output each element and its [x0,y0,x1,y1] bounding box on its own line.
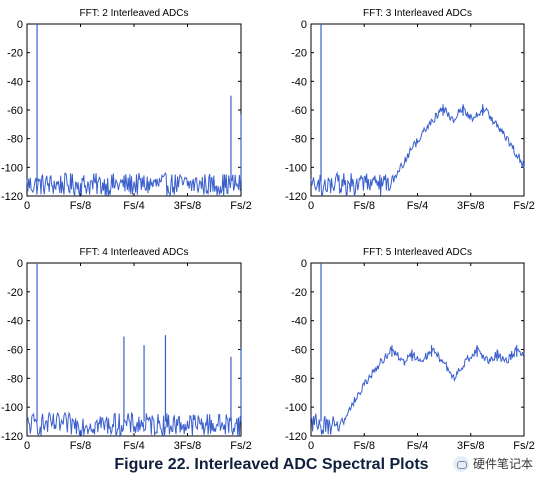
x-tick-label: Fs/8 [354,200,375,212]
spectrum-trace [26,172,242,197]
x-tick-label: 0 [308,440,314,452]
y-tick-label: -80 [7,373,23,385]
x-tick-label: 0 [24,440,30,452]
y-tick-label: -80 [291,373,307,385]
spectrum-trace [310,346,525,435]
x-tick-label: 0 [24,200,30,212]
y-tick-label: 0 [17,258,23,270]
y-tick-label: -20 [291,48,307,60]
chart-title: FFT: 5 Interleaved ADCs [363,247,472,258]
x-tick-label: Fs/2 [230,200,251,212]
y-tick-label: -40 [7,316,23,328]
plot-frame [26,262,242,437]
x-tick-label: Fs/4 [123,440,144,452]
chart-title: FFT: 3 Interleaved ADCs [363,8,472,19]
y-tick-label: -40 [7,76,23,88]
x-tick-label: 3Fs/8 [174,200,202,212]
y-tick-label: -100 [1,162,23,174]
watermark-text: 硬件笔记本 [472,457,533,471]
y-tick-label: -20 [7,48,23,60]
x-tick-label: 3Fs/8 [457,200,485,212]
y-tick-label: -60 [291,345,307,357]
y-tick-label: -80 [7,134,23,146]
y-tick-label: -120 [285,191,307,203]
y-tick-label: -60 [7,105,23,117]
chart-panel-4: FFT: 5 Interleaved ADCs 0 -20 -40 -60 -80 -100… [285,247,535,452]
plot-frame [26,23,242,197]
y-tick-label: -80 [291,134,307,146]
x-tick-label: 0 [308,200,314,212]
x-tick-label: Fs/2 [230,440,251,452]
x-tick-label: Fs/2 [513,200,534,212]
x-tick-label: Fs/8 [70,440,91,452]
chat-bubble-icon [452,455,469,472]
y-tick-label: -20 [291,287,307,299]
x-tick-label: Fs/8 [354,440,375,452]
chart-panel-1: FFT: 2 Interleaved ADCs 0 -20 -40 -60 -80 -100… [1,8,252,212]
x-tick-label: Fs/4 [123,200,144,212]
plot-frame [310,23,525,197]
y-tick-label: 0 [17,19,23,31]
x-tick-label: 3Fs/8 [174,440,202,452]
y-tick-label: -60 [7,345,23,357]
figure-caption: Figure 22. Interleaved ADC Spectral Plot… [114,456,429,473]
y-tick-label: -60 [291,105,307,117]
watermark: 硬件笔记本 [452,455,533,472]
spectrum-trace [310,105,525,198]
y-tick-label: -120 [1,431,23,443]
plot-frame [310,262,525,437]
x-tick-label: Fs/8 [70,200,91,212]
chart-panel-2: FFT: 3 Interleaved ADCs 0 -20 -40 -60 -80 -100… [285,8,535,212]
x-tick-label: Fs/4 [407,440,428,452]
spectrum-trace [26,411,242,438]
y-tick-label: -120 [285,431,307,443]
y-tick-label: -120 [1,191,23,203]
x-tick-label: 3Fs/8 [457,440,485,452]
x-tick-label: Fs/4 [407,200,428,212]
chart-panel-3: FFT: 4 Interleaved ADCs 0 -20 -40 -60 -80 -100… [1,247,252,452]
y-tick-label: -100 [285,162,307,174]
x-tick-label: Fs/2 [513,440,534,452]
y-tick-label: -40 [291,316,307,328]
y-tick-label: -100 [1,402,23,414]
y-tick-label: -40 [291,76,307,88]
chart-title: FFT: 4 Interleaved ADCs [80,247,189,258]
y-tick-label: -20 [7,287,23,299]
y-tick-label: -100 [285,402,307,414]
y-tick-label: 0 [301,19,307,31]
y-tick-label: 0 [301,258,307,270]
chart-title: FFT: 2 Interleaved ADCs [80,8,189,19]
